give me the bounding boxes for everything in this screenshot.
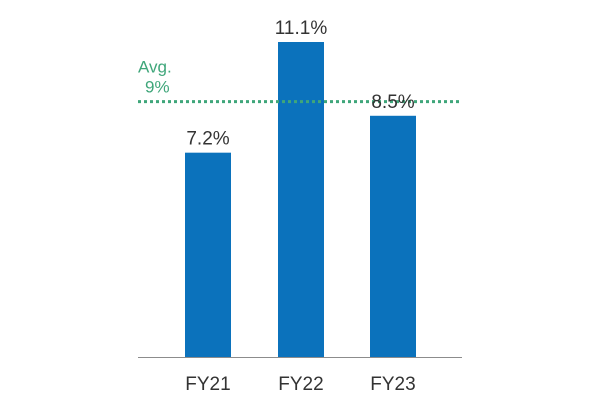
- bar-fy21: [185, 152, 231, 357]
- x-tick-label-fy23: FY23: [370, 374, 415, 395]
- average-label-value: 9%: [145, 78, 170, 97]
- value-label-fy22: 11.1%: [275, 18, 328, 39]
- labels-layer: 7.2% 11.1% 8.5%: [186, 18, 414, 150]
- value-label-fy21: 7.2%: [186, 129, 229, 150]
- x-tick-label-fy22: FY22: [278, 374, 323, 395]
- bars-layer: [185, 42, 416, 357]
- average-label-text: Avg.: [138, 58, 172, 77]
- x-tick-labels: FY21 FY22 FY23: [185, 374, 415, 395]
- value-label-fy23: 8.5%: [371, 92, 414, 113]
- x-tick-label-fy21: FY21: [185, 374, 230, 395]
- bar-fy22: [278, 42, 324, 357]
- bar-fy23: [370, 115, 416, 357]
